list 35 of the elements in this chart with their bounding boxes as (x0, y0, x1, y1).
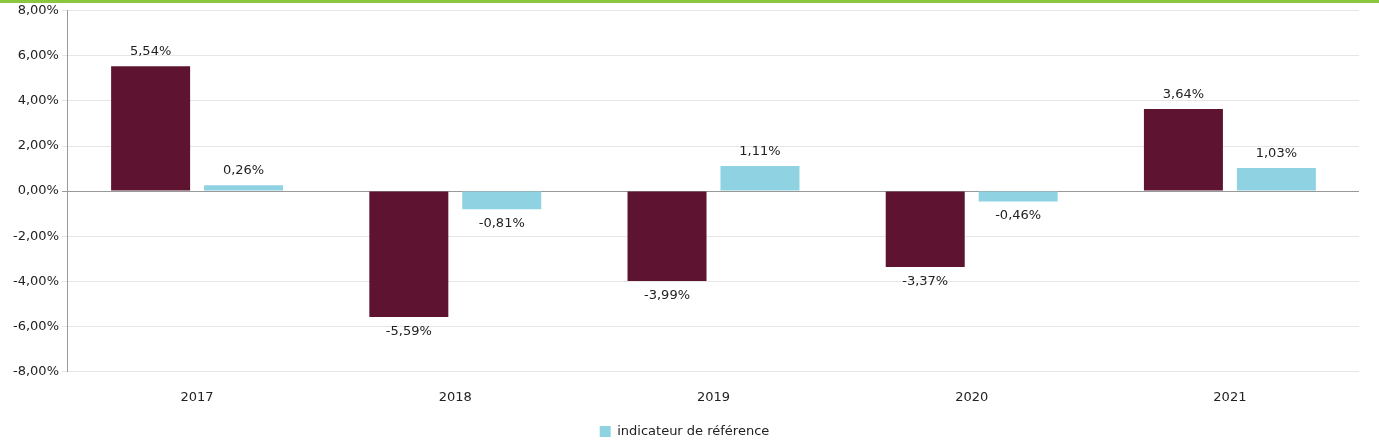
data-label: 0,26% (222, 162, 265, 178)
legend-label: indicateur de référence (617, 422, 770, 438)
y-tick-label: -6,00% (12, 317, 59, 333)
x-tick-label: 2021 (1213, 388, 1247, 404)
y-tick-label: -2,00% (12, 227, 59, 243)
bar (1143, 109, 1223, 191)
y-tick-label: 0,00% (17, 182, 59, 198)
data-label: 1,03% (1255, 144, 1298, 160)
y-tick-label: 4,00% (17, 92, 59, 108)
y-tick-label: 6,00% (17, 47, 59, 63)
data-label: 3,64% (1162, 85, 1205, 101)
y-tick-label: 2,00% (17, 137, 59, 153)
data-label: 5,54% (129, 43, 172, 59)
data-label: -0,81% (478, 215, 525, 231)
x-tick-label: 2019 (696, 388, 731, 404)
y-tick-label: 8,00% (17, 2, 59, 18)
data-label: -3,99% (644, 286, 691, 302)
bar (204, 185, 284, 191)
x-tick-label: 2017 (180, 388, 214, 404)
y-tick-label: -8,00% (12, 362, 59, 378)
bar (885, 191, 965, 268)
data-label: -3,37% (902, 272, 949, 288)
bar (111, 66, 191, 191)
x-tick-label: 2018 (438, 388, 472, 404)
x-tick-label: 2020 (955, 388, 989, 404)
bar (978, 191, 1058, 202)
bar (627, 191, 707, 282)
data-label: 1,11% (739, 142, 781, 158)
bar (720, 166, 800, 191)
bar (462, 191, 542, 210)
bar (369, 191, 449, 318)
data-label: -0,46% (995, 207, 1042, 223)
bar (1236, 167, 1316, 191)
data-label: -5,59% (385, 322, 432, 338)
y-tick-label: -4,00% (12, 272, 59, 288)
